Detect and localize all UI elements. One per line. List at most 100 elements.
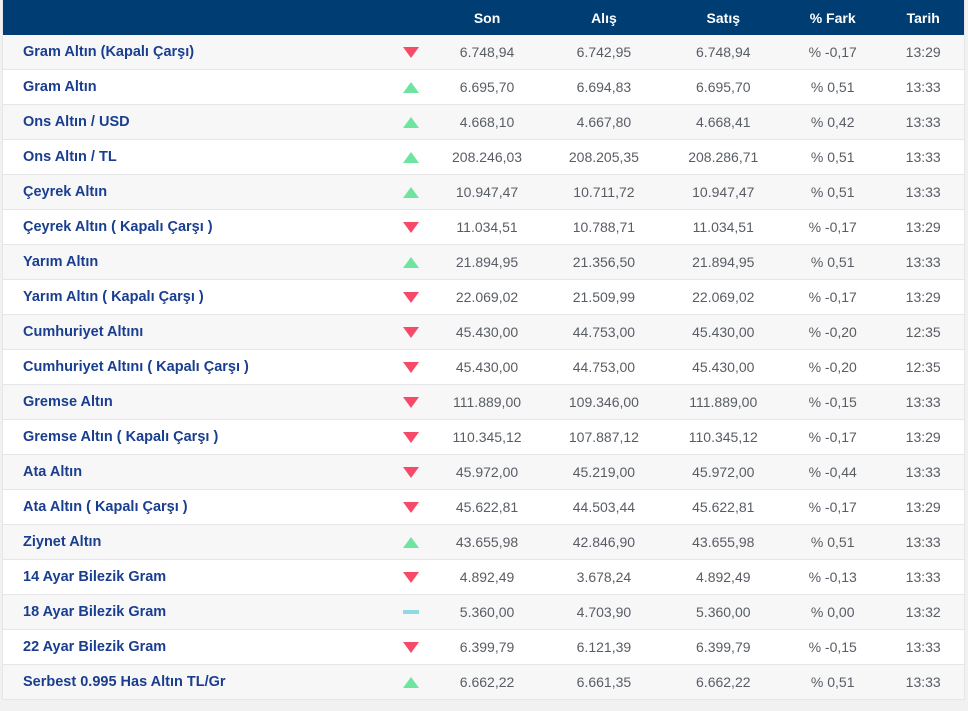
table-header-row: Son Alış Satış % Fark Tarih — [3, 0, 964, 35]
table-row[interactable]: Gremse Altın 111.889,00 109.346,00 111.8… — [3, 385, 964, 420]
son-value: 21.894,95 — [455, 254, 519, 270]
fark-value: % 0,00 — [810, 604, 855, 620]
tarih-value: 13:29 — [905, 44, 941, 60]
trend-cell — [355, 560, 430, 594]
header-fark: % Fark — [809, 9, 856, 26]
trend-cell — [355, 665, 430, 699]
instrument-name[interactable]: Yarım Altın ( Kapalı Çarşı ) — [23, 289, 204, 305]
son-value: 111.889,00 — [453, 394, 522, 410]
instrument-name[interactable]: Ata Altın ( Kapalı Çarşı ) — [23, 499, 188, 515]
trend-cell — [355, 175, 430, 209]
trend-cell — [355, 420, 430, 454]
table-row[interactable]: Gram Altın 6.695,70 6.694,83 6.695,70 % … — [3, 70, 964, 105]
alis-value: 10.788,71 — [572, 219, 636, 235]
trend-cell — [355, 315, 430, 349]
tarih-value: 13:33 — [905, 569, 941, 585]
trend-down-icon — [402, 466, 419, 478]
trend-down-icon — [402, 396, 419, 408]
fark-value: % 0,51 — [810, 79, 855, 95]
instrument-name[interactable]: Gremse Altın — [23, 394, 113, 410]
table-row[interactable]: Gremse Altın ( Kapalı Çarşı ) 110.345,12… — [3, 420, 964, 455]
tarih-value: 13:29 — [905, 219, 941, 235]
table-row[interactable]: Cumhuriyet Altını ( Kapalı Çarşı ) 45.43… — [3, 350, 964, 385]
satis-value: 45.430,00 — [692, 324, 755, 340]
trend-cell — [355, 490, 430, 524]
instrument-name[interactable]: Ons Altın / TL — [23, 149, 117, 165]
fark-value: % 0,42 — [810, 114, 855, 130]
son-value: 6.399,79 — [459, 639, 515, 655]
instrument-name[interactable]: 14 Ayar Bilezik Gram — [23, 569, 167, 585]
trend-cell — [355, 525, 430, 559]
trend-flat-icon — [402, 610, 419, 614]
instrument-name[interactable]: Çeyrek Altın ( Kapalı Çarşı ) — [23, 219, 213, 235]
table-row[interactable]: 14 Ayar Bilezik Gram 4.892,49 3.678,24 4… — [3, 560, 964, 595]
tarih-value: 13:33 — [905, 534, 941, 550]
instrument-name[interactable]: Gremse Altın ( Kapalı Çarşı ) — [23, 429, 219, 445]
son-value: 4.892,49 — [459, 569, 515, 585]
table-row[interactable]: Serbest 0.995 Has Altın TL/Gr 6.662,22 6… — [3, 665, 964, 700]
satis-value: 43.655,98 — [692, 534, 755, 550]
tarih-value: 13:32 — [905, 604, 941, 620]
table-row[interactable]: Yarım Altın ( Kapalı Çarşı ) 22.069,02 2… — [3, 280, 964, 315]
fark-value: % -0,17 — [808, 44, 857, 60]
table-row[interactable]: 22 Ayar Bilezik Gram 6.399,79 6.121,39 6… — [3, 630, 964, 665]
alis-value: 3.678,24 — [576, 569, 632, 585]
alis-value: 208.205,35 — [568, 149, 639, 165]
table-row[interactable]: Gram Altın (Kapalı Çarşı) 6.748,94 6.742… — [3, 35, 964, 70]
fark-value: % 0,51 — [810, 184, 855, 200]
son-value: 22.069,02 — [455, 289, 519, 305]
trend-cell — [355, 630, 430, 664]
instrument-name[interactable]: 22 Ayar Bilezik Gram — [23, 639, 167, 655]
satis-value: 11.034,51 — [692, 219, 754, 235]
instrument-name[interactable]: Gram Altın — [23, 79, 97, 95]
satis-value: 45.972,00 — [692, 464, 755, 480]
gold-prices-table: Son Alış Satış % Fark Tarih Gram Altın (… — [2, 0, 965, 700]
fark-value: % 0,51 — [810, 674, 855, 690]
instrument-name[interactable]: Cumhuriyet Altını ( Kapalı Çarşı ) — [23, 359, 249, 375]
alis-value: 4.703,90 — [576, 604, 632, 620]
tarih-value: 13:29 — [905, 289, 941, 305]
trend-cell — [355, 140, 430, 174]
son-value: 4.668,10 — [459, 114, 515, 130]
fark-value: % -0,17 — [808, 289, 857, 305]
satis-value: 110.345,12 — [688, 429, 758, 445]
alis-value: 107.887,12 — [568, 429, 639, 445]
alis-value: 42.846,90 — [572, 534, 636, 550]
table-row[interactable]: Çeyrek Altın 10.947,47 10.711,72 10.947,… — [3, 175, 964, 210]
table-row[interactable]: Ata Altın ( Kapalı Çarşı ) 45.622,81 44.… — [3, 490, 964, 525]
fark-value: % 0,51 — [810, 149, 855, 165]
tarih-value: 13:33 — [905, 639, 941, 655]
table-row[interactable]: Ons Altın / TL 208.246,03 208.205,35 208… — [3, 140, 964, 175]
table-row[interactable]: Cumhuriyet Altını 45.430,00 44.753,00 45… — [3, 315, 964, 350]
table-row[interactable]: Çeyrek Altın ( Kapalı Çarşı ) 11.034,51 … — [3, 210, 964, 245]
instrument-name[interactable]: Çeyrek Altın — [23, 184, 108, 200]
trend-up-icon — [402, 116, 419, 128]
instrument-name[interactable]: Ons Altın / USD — [23, 114, 130, 130]
son-value: 5.360,00 — [459, 604, 515, 620]
satis-value: 4.668,41 — [696, 114, 751, 130]
table-row[interactable]: Ziynet Altın 43.655,98 42.846,90 43.655,… — [3, 525, 964, 560]
instrument-name[interactable]: Cumhuriyet Altını — [23, 324, 144, 340]
satis-value: 4.892,49 — [696, 569, 751, 585]
table-row[interactable]: Ata Altın 45.972,00 45.219,00 45.972,00 … — [3, 455, 964, 490]
alis-value: 6.661,35 — [576, 674, 632, 690]
instrument-name[interactable]: Yarım Altın — [23, 254, 99, 270]
satis-value: 208.286,71 — [688, 149, 759, 165]
table-row[interactable]: 18 Ayar Bilezik Gram 5.360,00 4.703,90 5… — [3, 595, 964, 630]
satis-value: 111.889,00 — [689, 394, 758, 410]
satis-value: 21.894,95 — [692, 254, 755, 270]
tarih-value: 13:29 — [905, 429, 941, 445]
table-row[interactable]: Yarım Altın 21.894,95 21.356,50 21.894,9… — [3, 245, 964, 280]
instrument-name[interactable]: Gram Altın (Kapalı Çarşı) — [23, 44, 195, 60]
son-value: 10.947,47 — [455, 184, 519, 200]
instrument-name[interactable]: Ziynet Altın — [23, 534, 102, 550]
trend-down-icon — [402, 571, 419, 583]
instrument-name[interactable]: Ata Altın — [23, 464, 83, 480]
header-satis: Satış — [706, 9, 740, 26]
table-row[interactable]: Ons Altın / USD 4.668,10 4.667,80 4.668,… — [3, 105, 964, 140]
instrument-name[interactable]: 18 Ayar Bilezik Gram — [23, 604, 167, 620]
instrument-name[interactable]: Serbest 0.995 Has Altın TL/Gr — [23, 674, 226, 690]
satis-value: 6.695,70 — [696, 79, 751, 95]
header-trend — [355, 0, 430, 35]
tarih-value: 13:33 — [905, 149, 941, 165]
